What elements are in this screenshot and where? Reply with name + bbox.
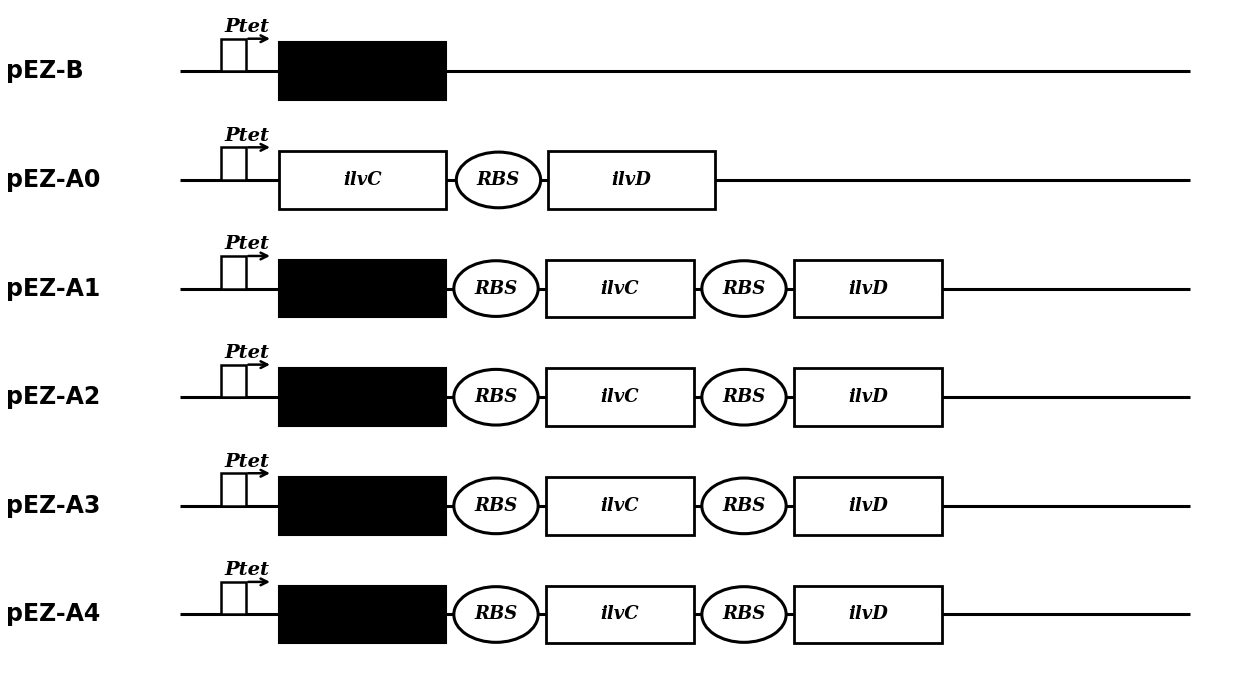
Text: ilvD: ilvD	[611, 171, 652, 189]
FancyBboxPatch shape	[221, 365, 246, 397]
FancyBboxPatch shape	[279, 151, 446, 209]
Text: Ptet: Ptet	[224, 452, 269, 471]
FancyBboxPatch shape	[794, 368, 942, 426]
Text: ilvC: ilvC	[600, 280, 640, 297]
Text: ilvC: ilvC	[343, 171, 382, 189]
FancyBboxPatch shape	[221, 582, 246, 614]
Text: RBS: RBS	[723, 606, 765, 623]
Text: Ptet: Ptet	[224, 18, 269, 36]
Text: pEZ-A1: pEZ-A1	[6, 276, 100, 301]
Text: pEZ-A4: pEZ-A4	[6, 602, 100, 627]
FancyBboxPatch shape	[221, 39, 246, 71]
Text: ilvD: ilvD	[848, 497, 888, 515]
Text: RBS: RBS	[475, 280, 517, 297]
Text: RBS: RBS	[477, 171, 520, 189]
FancyBboxPatch shape	[548, 151, 715, 209]
Text: RBS: RBS	[723, 497, 765, 515]
Text: ilvC: ilvC	[600, 497, 640, 515]
FancyBboxPatch shape	[221, 147, 246, 180]
Ellipse shape	[702, 478, 786, 534]
FancyBboxPatch shape	[546, 477, 694, 535]
Text: ilvD: ilvD	[848, 280, 888, 297]
FancyBboxPatch shape	[221, 256, 246, 289]
Text: pEZ-B: pEZ-B	[6, 59, 84, 84]
Ellipse shape	[702, 261, 786, 316]
FancyBboxPatch shape	[546, 585, 694, 644]
FancyBboxPatch shape	[279, 368, 446, 426]
Text: ilvD: ilvD	[848, 606, 888, 623]
Text: RBS: RBS	[475, 388, 517, 406]
FancyBboxPatch shape	[546, 368, 694, 426]
Text: ilvD: ilvD	[848, 388, 888, 406]
FancyBboxPatch shape	[794, 477, 942, 535]
FancyBboxPatch shape	[794, 260, 942, 318]
FancyBboxPatch shape	[279, 477, 446, 535]
Ellipse shape	[456, 152, 541, 208]
Ellipse shape	[702, 587, 786, 642]
Text: ilvC: ilvC	[600, 388, 640, 406]
FancyBboxPatch shape	[794, 585, 942, 644]
Ellipse shape	[702, 369, 786, 425]
Text: RBS: RBS	[723, 388, 765, 406]
Text: pEZ-A0: pEZ-A0	[6, 168, 100, 192]
Ellipse shape	[454, 587, 538, 642]
Text: Ptet: Ptet	[224, 235, 269, 253]
FancyBboxPatch shape	[546, 260, 694, 318]
Text: pEZ-A3: pEZ-A3	[6, 494, 100, 518]
Text: Ptet: Ptet	[224, 126, 269, 145]
Text: RBS: RBS	[723, 280, 765, 297]
FancyBboxPatch shape	[279, 260, 446, 318]
FancyBboxPatch shape	[279, 42, 446, 100]
FancyBboxPatch shape	[221, 473, 246, 506]
Ellipse shape	[454, 261, 538, 316]
Ellipse shape	[454, 478, 538, 534]
Text: RBS: RBS	[475, 606, 517, 623]
Text: ilvC: ilvC	[600, 606, 640, 623]
Text: Ptet: Ptet	[224, 344, 269, 362]
Text: pEZ-A2: pEZ-A2	[6, 385, 100, 409]
Text: Ptet: Ptet	[224, 561, 269, 579]
Text: RBS: RBS	[475, 497, 517, 515]
Ellipse shape	[454, 369, 538, 425]
FancyBboxPatch shape	[279, 585, 446, 644]
